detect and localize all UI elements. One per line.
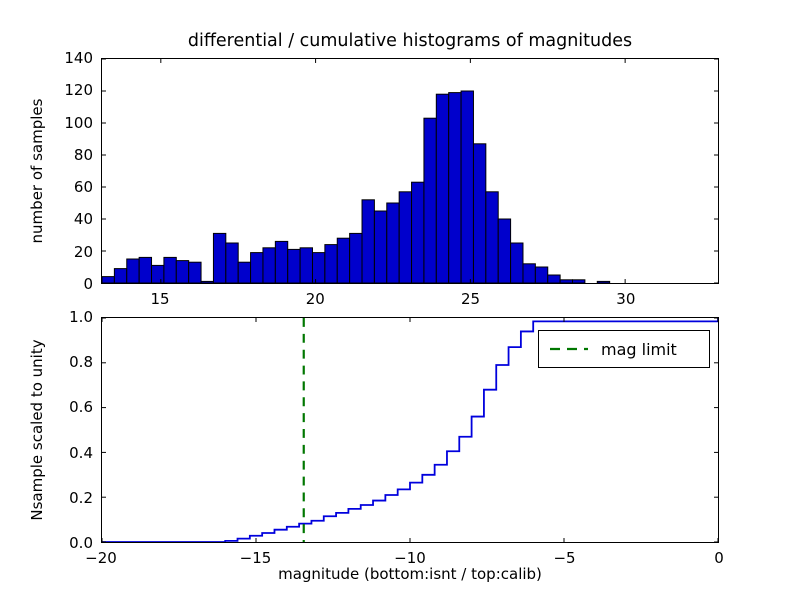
histogram-bar <box>559 279 574 283</box>
xtick-label: −5 <box>553 549 576 567</box>
histogram-bar <box>547 274 561 283</box>
histogram-bar <box>472 143 487 283</box>
ytick-label: 60 <box>73 178 93 197</box>
xtick-label: −15 <box>239 549 272 567</box>
cumulative-plot-area <box>102 318 718 542</box>
xtick-label: 30 <box>616 290 636 308</box>
ytick-label: 0.4 <box>69 443 93 462</box>
histogram-bar <box>386 202 400 283</box>
histogram-bar <box>188 261 202 283</box>
histogram-bar <box>497 218 512 283</box>
histogram-bar <box>373 210 388 283</box>
histogram-plot-area <box>102 59 718 283</box>
histogram-bar <box>225 242 239 283</box>
ytick-label: 20 <box>73 242 93 261</box>
histogram-bar <box>287 248 301 283</box>
histogram-bar <box>237 261 252 283</box>
histogram-bar <box>522 263 536 283</box>
histogram-bar <box>126 258 140 283</box>
histogram-bar <box>138 256 153 283</box>
histogram-bar <box>274 240 289 283</box>
histogram-bar <box>534 266 549 283</box>
histogram-bar <box>113 268 128 283</box>
figure-xlabel: magnitude (bottom:isnt / top:calib) <box>278 565 542 583</box>
ytick-label: 0.6 <box>69 398 93 417</box>
histogram-bar <box>200 280 214 283</box>
histogram-bar <box>448 92 462 283</box>
ytick-label: 0 <box>83 275 93 293</box>
histogram-bar <box>572 279 586 283</box>
xtick-label: −10 <box>394 549 426 567</box>
ytick-label: 0.8 <box>69 353 93 372</box>
histogram-bar <box>411 181 425 283</box>
histogram-bar <box>460 90 474 283</box>
histogram-bar <box>435 93 450 283</box>
histogram-bar <box>311 252 326 283</box>
ytick-label: 80 <box>73 145 93 164</box>
histogram-panel <box>101 58 719 284</box>
histogram-bar <box>250 252 264 283</box>
histogram-bar <box>163 256 177 283</box>
cumulative-step-line <box>102 318 718 542</box>
xtick-label: 20 <box>305 290 325 308</box>
bottom-panel-ylabel: Nsample scaled to unity <box>28 339 46 521</box>
ytick-label: 40 <box>73 210 93 229</box>
histogram-bar <box>299 247 313 283</box>
ytick-label: 120 <box>64 81 93 100</box>
histogram-bar <box>361 199 375 283</box>
legend-label-mag-limit: mag limit <box>601 339 677 359</box>
xtick-label: 25 <box>461 290 481 308</box>
histogram-bar <box>423 117 437 283</box>
histogram-bar <box>349 232 363 283</box>
histogram-bar <box>151 264 165 283</box>
ytick-label: 0.0 <box>69 534 93 552</box>
mag-limit-dashed-line-icon <box>550 347 588 351</box>
ytick-label: 0.2 <box>69 488 93 507</box>
figure-title: differential / cumulative histograms of … <box>187 31 633 51</box>
legend: mag limit <box>538 330 710 368</box>
histogram-bar <box>324 244 338 283</box>
histogram-bar <box>510 242 524 283</box>
histogram-bar <box>485 191 499 283</box>
histogram-bar <box>175 260 190 283</box>
histogram-bar <box>596 280 611 283</box>
histogram-bar <box>336 237 351 283</box>
xtick-label: −20 <box>85 549 117 567</box>
xtick-label: 0 <box>714 549 724 567</box>
xtick-label: 15 <box>150 290 170 308</box>
histogram-bar <box>102 276 115 283</box>
histogram-bar <box>212 232 227 283</box>
histogram-bar <box>398 191 413 283</box>
ytick-label: 100 <box>64 113 93 132</box>
ytick-label: 140 <box>64 49 93 67</box>
ytick-label: 1.0 <box>69 308 93 326</box>
histogram-bar <box>262 247 276 283</box>
